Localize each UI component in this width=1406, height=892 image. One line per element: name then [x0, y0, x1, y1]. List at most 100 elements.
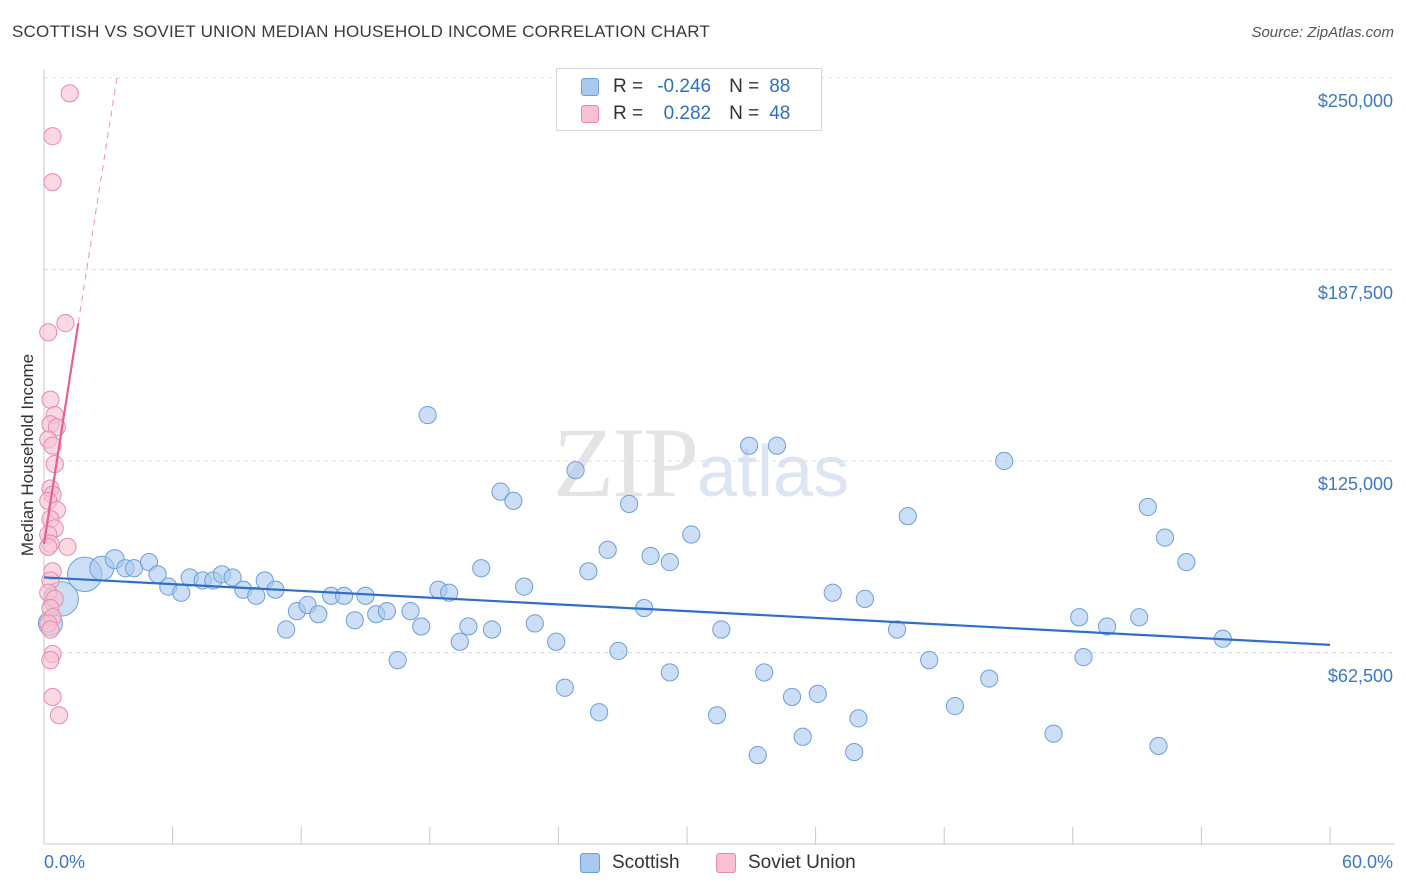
- soviet-union-point: [41, 390, 60, 409]
- scottish-point: [439, 583, 459, 602]
- scottish-point: [1177, 553, 1196, 572]
- scottish-point: [472, 559, 491, 578]
- soviet-union-point: [60, 84, 79, 103]
- scottish-point: [767, 436, 787, 455]
- scottish-point: [1044, 724, 1063, 743]
- scottish-point: [793, 727, 812, 746]
- stats-n-label: N =: [729, 103, 760, 124]
- scottish-point: [388, 651, 407, 670]
- stats-swatch-scottish: [581, 78, 599, 96]
- legend-label-soviet-union: Soviet Union: [748, 852, 856, 873]
- legend-item-scottish[interactable]: Scottish: [580, 852, 680, 874]
- stats-r-label: R =: [613, 103, 644, 124]
- soviet-union-trend-extension: [77, 77, 118, 324]
- soviet-union-point: [43, 173, 62, 192]
- scottish-point: [682, 525, 701, 544]
- scottish-point: [980, 669, 999, 688]
- scottish-point: [356, 586, 375, 605]
- stats-n-value: 48: [769, 103, 791, 124]
- scottish-point: [277, 620, 296, 639]
- scottish-point: [1155, 528, 1175, 547]
- scottish-points: [37, 405, 1232, 765]
- soviet-union-point: [49, 706, 69, 725]
- scottish-point: [412, 617, 431, 636]
- scottish-point: [450, 632, 469, 651]
- scottish-point: [782, 687, 802, 707]
- scottish-point: [377, 602, 397, 621]
- scottish-point: [418, 405, 437, 425]
- scottish-point: [459, 617, 478, 636]
- scottish-point: [598, 540, 617, 559]
- stats-swatch-soviet-union: [581, 105, 599, 123]
- legend-swatch-soviet-union: [716, 853, 736, 873]
- scottish-point: [995, 451, 1014, 471]
- scottish-point: [945, 697, 965, 716]
- stats-n-value: 88: [769, 76, 791, 97]
- stats-r-value: 0.282: [663, 103, 712, 124]
- scottish-point: [712, 620, 731, 639]
- soviet-union-points: [39, 84, 79, 725]
- scottish-point: [590, 703, 609, 722]
- scottish-point: [887, 620, 907, 639]
- scottish-point: [172, 583, 191, 602]
- scottish-point: [334, 586, 354, 605]
- legend-item-soviet-union[interactable]: Soviet Union: [716, 852, 856, 874]
- scottish-point: [309, 605, 328, 624]
- scottish-point: [845, 742, 864, 762]
- x-tick-max: 60.0%: [1341, 852, 1393, 872]
- scottish-point: [1130, 608, 1149, 627]
- soviet-union-point: [56, 314, 75, 333]
- scottish-point: [345, 611, 364, 630]
- legend-label-scottish: Scottish: [612, 852, 680, 873]
- soviet-union-point: [43, 436, 62, 455]
- scottish-point: [748, 746, 767, 765]
- stats-r-value: -0.246: [657, 76, 712, 97]
- legend: Scottish Soviet Union: [0, 852, 1406, 878]
- scottish-point: [515, 577, 534, 596]
- soviet-union-point: [39, 537, 58, 556]
- scottish-point: [401, 602, 420, 621]
- scottish-point: [566, 461, 585, 480]
- scottish-trend-line: [43, 576, 1331, 646]
- scottish-point: [547, 632, 566, 651]
- scottish-point: [247, 586, 266, 605]
- soviet-union-point: [43, 687, 62, 707]
- scottish-point: [660, 553, 679, 572]
- scottish-point: [555, 678, 574, 697]
- axes: [43, 70, 1395, 845]
- scottish-point: [920, 651, 939, 670]
- scottish-point: [660, 663, 679, 682]
- soviet-union-point: [41, 620, 60, 639]
- scottish-point: [609, 641, 628, 661]
- scottish-point: [898, 507, 917, 526]
- scottish-point: [1097, 617, 1117, 636]
- soviet-union-point: [43, 127, 62, 146]
- scottish-point: [1070, 608, 1089, 627]
- scottish-point: [755, 663, 774, 682]
- y-axis-label: Median Household Income: [18, 353, 37, 557]
- soviet-union-point: [58, 537, 77, 556]
- scottish-point: [579, 562, 598, 581]
- scottish-point: [641, 546, 660, 566]
- scottish-point: [707, 706, 727, 725]
- y-tick-label: $62,500: [1327, 665, 1393, 686]
- source-label: Source: ZipAtlas.com: [1251, 24, 1394, 41]
- soviet-union-point: [41, 651, 60, 670]
- y-tick-label: $250,000: [1317, 91, 1393, 111]
- scottish-point: [855, 589, 874, 608]
- legend-swatch-scottish: [580, 853, 600, 873]
- scottish-point: [823, 583, 842, 602]
- scottish-point: [525, 614, 544, 633]
- scottish-point: [620, 494, 639, 513]
- correlation-stats-box: R = -0.246 N = 88 R = 0.282 N = 48: [556, 68, 822, 131]
- scottish-point: [1138, 497, 1157, 517]
- soviet-union-trend-line: [42, 322, 80, 544]
- scottish-point: [1149, 736, 1168, 756]
- scottish-point: [223, 568, 242, 587]
- scottish-point: [808, 684, 827, 703]
- stats-r-label: R =: [613, 76, 644, 97]
- scottish-point: [740, 436, 759, 455]
- soviet-union-point: [39, 323, 58, 342]
- y-tick-label: $187,500: [1317, 282, 1393, 303]
